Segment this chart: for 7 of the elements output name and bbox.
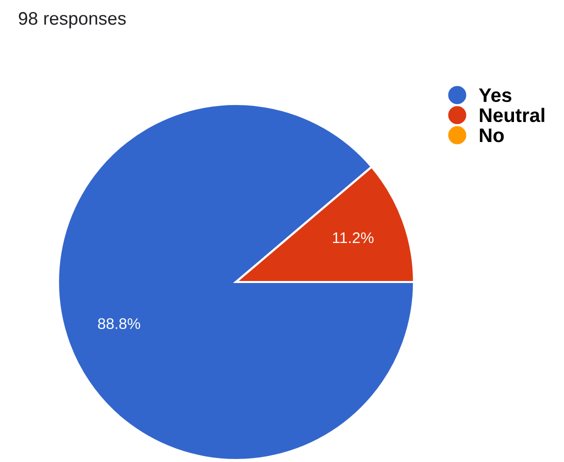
data-label: 11.2% <box>333 232 374 244</box>
pie-slice <box>56 102 416 462</box>
data-label: 88.8% <box>98 318 140 330</box>
chart-title: 98 responses <box>18 12 126 28</box>
legend-label: Yes <box>478 88 512 102</box>
legend-label: Neutral <box>480 108 544 122</box>
legend-label: No <box>480 128 504 142</box>
